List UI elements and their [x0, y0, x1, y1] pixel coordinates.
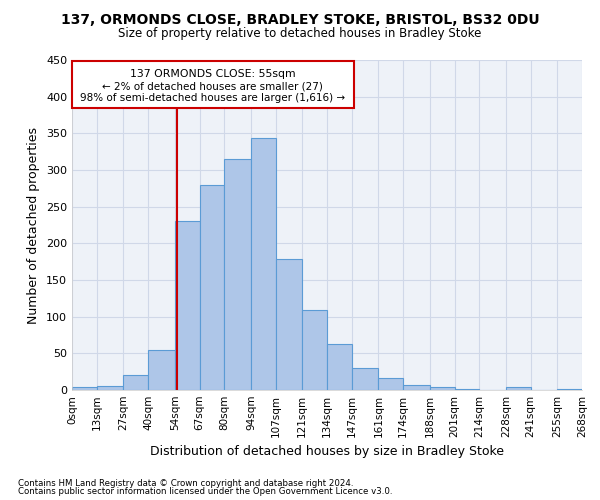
Bar: [302, 310, 327, 390]
Text: ← 2% of detached houses are smaller (27): ← 2% of detached houses are smaller (27): [103, 82, 323, 92]
Bar: [275, 260, 302, 390]
Bar: [352, 368, 379, 390]
Bar: [251, 138, 275, 390]
Bar: [72, 62, 353, 108]
Bar: [199, 184, 224, 390]
Bar: [379, 378, 403, 390]
Text: Size of property relative to detached houses in Bradley Stoke: Size of property relative to detached ho…: [118, 28, 482, 40]
Bar: [557, 388, 582, 390]
Bar: [72, 387, 97, 390]
Bar: [455, 388, 479, 390]
Text: 137, ORMONDS CLOSE, BRADLEY STOKE, BRISTOL, BS32 0DU: 137, ORMONDS CLOSE, BRADLEY STOKE, BRIST…: [61, 12, 539, 26]
X-axis label: Distribution of detached houses by size in Bradley Stoke: Distribution of detached houses by size …: [150, 446, 504, 458]
Bar: [124, 376, 148, 390]
Bar: [327, 344, 352, 390]
Bar: [148, 350, 175, 390]
Text: Contains HM Land Registry data © Crown copyright and database right 2024.: Contains HM Land Registry data © Crown c…: [18, 478, 353, 488]
Text: 137 ORMONDS CLOSE: 55sqm: 137 ORMONDS CLOSE: 55sqm: [130, 70, 296, 80]
Y-axis label: Number of detached properties: Number of detached properties: [28, 126, 40, 324]
Text: 98% of semi-detached houses are larger (1,616) →: 98% of semi-detached houses are larger (…: [80, 94, 346, 104]
Bar: [175, 222, 199, 390]
Bar: [97, 386, 124, 390]
Bar: [430, 387, 455, 390]
Bar: [224, 159, 251, 390]
Text: Contains public sector information licensed under the Open Government Licence v3: Contains public sector information licen…: [18, 487, 392, 496]
Bar: [403, 385, 430, 390]
Bar: [506, 387, 530, 390]
